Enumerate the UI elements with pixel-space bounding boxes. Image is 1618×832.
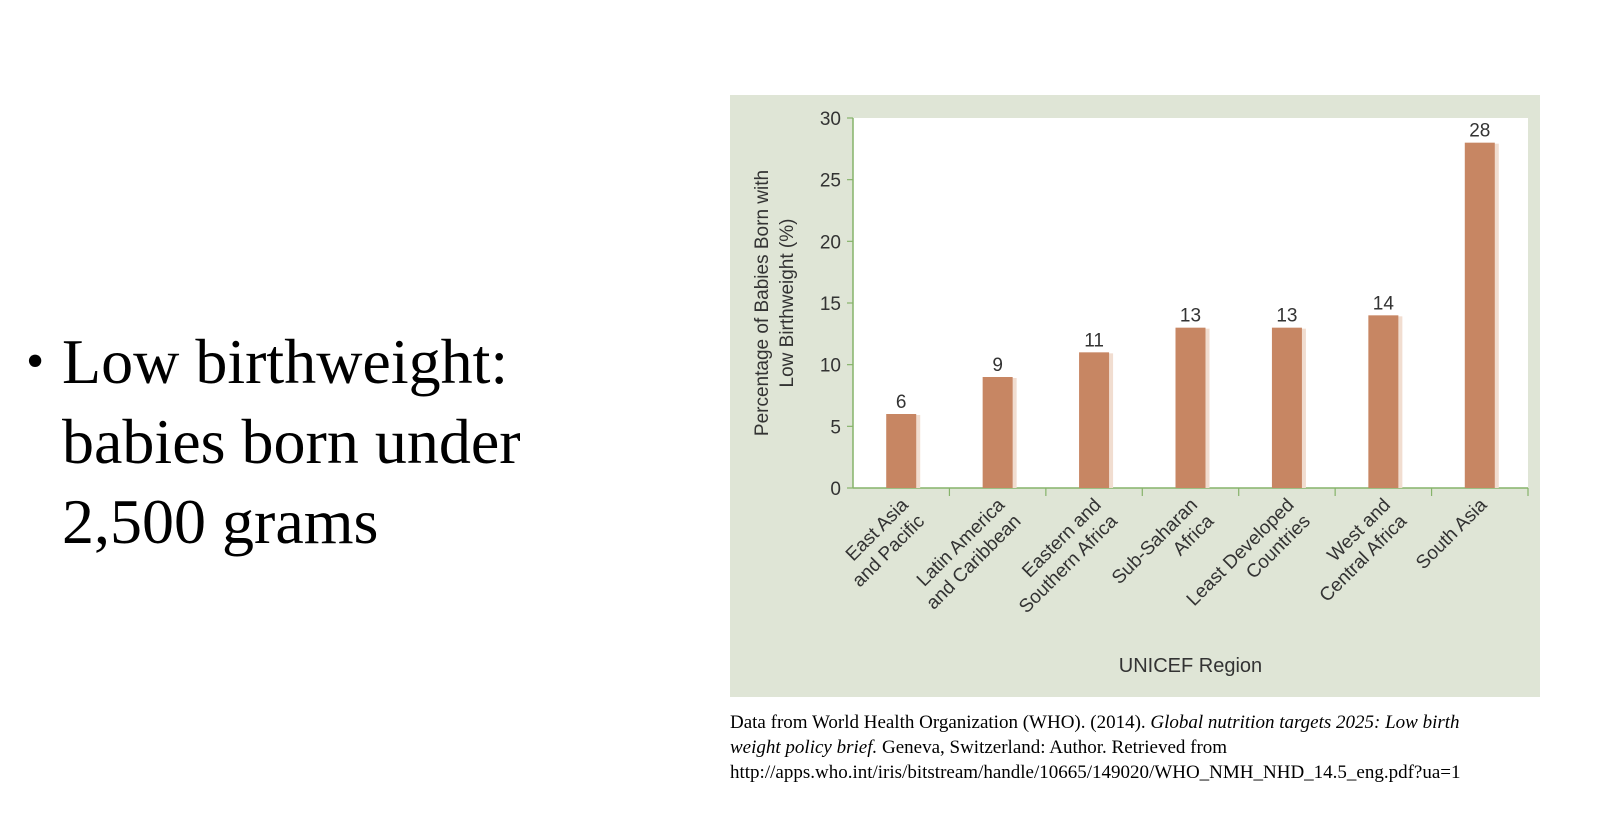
bar-data-label: 13 (1276, 306, 1297, 327)
bar (886, 414, 917, 488)
y-tick-label: 5 (830, 417, 841, 438)
x-tick-label: West andCentral Africa (1299, 494, 1411, 606)
bullet-line-3: 2,500 grams (62, 486, 379, 557)
caption-title-a: Global nutrition targets 2025: Low birth (1150, 712, 1460, 733)
bar-data-label: 6 (896, 392, 907, 413)
bar-data-label: 14 (1373, 293, 1395, 314)
bullet-line-1: Low birthweight: (62, 326, 509, 397)
x-tick-label: Eastern andSouthern Africa (999, 494, 1122, 617)
bar (982, 377, 1013, 488)
bullet-line-2: babies born under (62, 406, 521, 477)
y-tick-label: 10 (820, 356, 841, 377)
caption-url: http://apps.who.int/iris/bitstream/handl… (730, 762, 1461, 783)
source-caption: Data from World Health Organization (WHO… (730, 710, 1590, 785)
x-tick-label-line: South Asia (1412, 494, 1491, 573)
y-tick-label: 25 (820, 171, 841, 192)
bar-data-label: 11 (1084, 330, 1104, 351)
y-tick-label: 20 (820, 232, 841, 253)
y-tick-label: 30 (820, 109, 841, 130)
bar (1368, 315, 1399, 488)
bar (1079, 352, 1110, 488)
bullet-block: • Low birthweight: babies born under 2,5… (26, 322, 586, 562)
bar-data-label: 13 (1180, 306, 1201, 327)
bar-data-label: 9 (992, 355, 1003, 376)
bullet-text: Low birthweight: babies born under 2,500… (62, 322, 521, 562)
bullet-dot-icon: • (26, 333, 45, 390)
x-tick-label: South Asia (1412, 494, 1491, 573)
bar-data-label: 28 (1469, 121, 1490, 142)
bar (1464, 142, 1495, 488)
caption-part-1: Data from World Health Organization (WHO… (730, 712, 1151, 733)
y-axis-label-line: Low Birthweight (%) (777, 219, 798, 388)
bar (1175, 327, 1206, 488)
bar-chart: 0 5 10 15 20 25 30 Percentage of Babies Born wi… (752, 109, 1529, 677)
chart-panel: 0 5 10 15 20 25 30 Percentage of Babies Born wi… (730, 95, 1540, 697)
caption-title-b: weight policy brief. (730, 737, 878, 758)
y-tick-label: 15 (820, 294, 841, 315)
bullet-item: • Low birthweight: babies born under 2,5… (26, 322, 586, 562)
y-axis-label-line: Percentage of Babies Born with (752, 170, 773, 436)
bar (1271, 327, 1302, 488)
y-tick-label: 0 (830, 479, 841, 500)
x-tick-label: Latin Americaand Caribbean (906, 494, 1026, 614)
x-axis-label: UNICEF Region (1119, 655, 1262, 677)
caption-part-2: Geneva, Switzerland: Author. Retrieved f… (877, 737, 1228, 758)
